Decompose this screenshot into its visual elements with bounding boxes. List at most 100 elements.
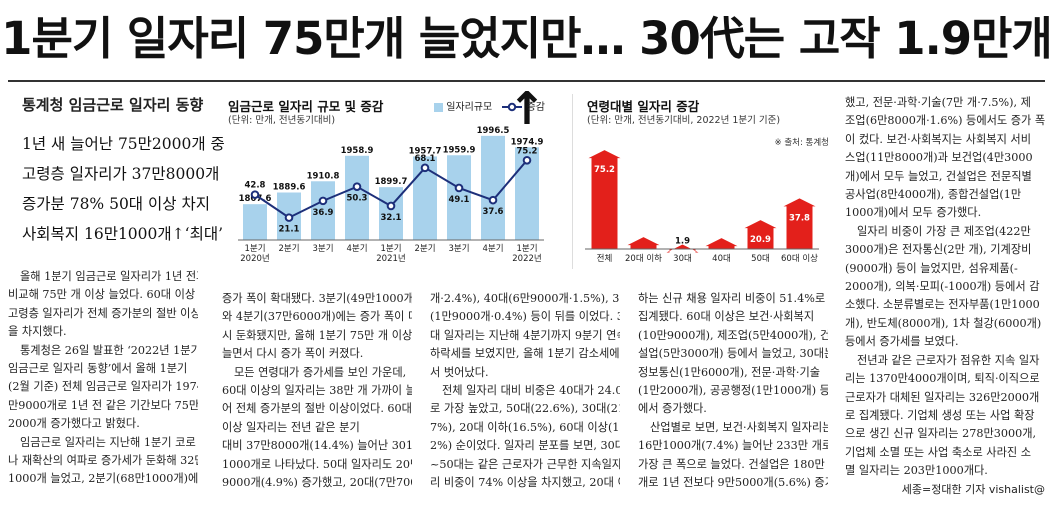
text-line: 늘면서 다시 증가 폭이 커졌다. xyxy=(222,347,364,361)
text-line: 임금근로 일자리는 지난해 1분기 코로 xyxy=(20,435,196,449)
text-line: 와 4분기(37만6000개)에는 증가 폭이 다 xyxy=(222,310,412,324)
text-line: 로 집계됐다. 기업체 생성 또는 사업 확장 xyxy=(845,408,1035,422)
text-line: 전년과 같은 근로자가 점유한 지속 일자 xyxy=(857,353,1040,367)
text-line: 을 차지했다. xyxy=(8,325,67,339)
text-line: 개·2.4%), 40대(6만9000개·1.5%), 30대 xyxy=(430,292,620,305)
paragraph: 하는 신규 채용 일자리 비중이 51.4%로 집계됐다. 60대 이상은 보건… xyxy=(638,290,828,419)
legend-line-label: 증감 xyxy=(526,102,545,113)
text-line: 9000개(4.9%) 증가했고, 20대(7만7000 xyxy=(222,476,412,490)
line-point xyxy=(250,190,260,199)
text-line: 이 컸다. 보건·사회복지는 사회복지 서비 xyxy=(845,132,1032,146)
line-value-label: 68.1 xyxy=(415,154,436,164)
text-line: 1000개 늘었고, 2분기(68만1000개)에는 xyxy=(8,472,198,486)
bar-jobs xyxy=(243,204,267,240)
x-tick-label: 2022년 xyxy=(512,253,541,264)
age-chart: 연령대별 일자리 증감 (단위: 만개, 전년동기대비, 2022년 1분기 기… xyxy=(585,94,835,269)
line-point xyxy=(352,182,362,191)
text-line: (10만9000개), 제조업(5만4000개), 건 xyxy=(638,328,828,342)
text-line: ~50대는 같은 근로자가 근무한 지속일자 xyxy=(430,457,620,471)
bar-value-label: 75.2 xyxy=(594,165,615,175)
x-tick-label: 3분기 xyxy=(312,244,333,254)
text-line: 통계청은 26일 발표한 ‘2022년 1분기 xyxy=(20,343,198,357)
line-value-label: 37.6 xyxy=(483,207,504,217)
jobs-chart-subtitle: (단위: 만개, 전년동기대비) xyxy=(228,115,336,126)
text-line: 전체 일자리 대비 비중은 40대가 24.0% xyxy=(442,384,620,398)
text-line: 로 가장 높았고, 50대(22.6%), 30대(21. xyxy=(430,402,620,416)
text-line: 증가 폭이 확대됐다. 3분기(49만1000개) xyxy=(222,292,412,305)
summary-lines: 1년 새 늘어난 75만2000개 중 고령층 일자리가 37만8000개 증가… xyxy=(22,129,225,249)
text-line: 기업체 소멸 또는 사업 축소로 사라진 소 xyxy=(845,445,1032,459)
summary-box: 통계청 임금근로 일자리 동향 1년 새 늘어난 75만2000개 중 고령층 … xyxy=(22,94,225,249)
line-value-label: 50.3 xyxy=(347,194,368,204)
bar-value-label: 1867.6 xyxy=(239,194,272,204)
line-value-label: 32.1 xyxy=(381,213,402,223)
text-line: (9000개) 등이 늘었지만, 섬유제품(- xyxy=(845,261,1018,275)
line-point xyxy=(522,155,532,165)
x-tick-label: 2020년 xyxy=(240,253,269,264)
bar-value-label: 7.7 xyxy=(636,252,651,262)
paragraph: 통계청은 26일 발표한 ‘2022년 1분기 임금근로 일자리 동향’에서 올… xyxy=(8,342,198,434)
bar-age xyxy=(588,150,621,249)
text-line: 시 둔화됐지만, 올해 1분기 75만 개 이상 xyxy=(222,328,412,342)
jobs-chart-title: 임금근로 일자리 규모 및 증감 xyxy=(228,99,384,114)
bar-value-label: 20.9 xyxy=(750,235,771,245)
bar-age xyxy=(744,220,777,249)
text-line: 모든 연령대가 증가세를 보인 가운데, xyxy=(234,365,407,379)
x-tick-label: 4분기 xyxy=(346,244,367,254)
legend-line-swatch xyxy=(502,102,523,112)
text-line: 서 벗어났다. xyxy=(430,365,489,379)
text-line: 대비 37만8000개(14.4%) 늘어난 301만 xyxy=(222,439,412,453)
x-tick-label: 전체 xyxy=(597,253,613,264)
paragraph: 일자리 비중이 가장 큰 제조업(422만 3000개)은 전자통신(2만 개)… xyxy=(845,223,1045,352)
paragraph: 모든 연령대가 증가세를 보인 가운데, 60대 이상의 일자리는 38만 개 … xyxy=(222,364,412,493)
summary-line: 고령층 일자리가 37만8000개 xyxy=(22,165,220,183)
text-line: 리 비중이 74% 이상을 차지했고, 20대 이 xyxy=(430,476,620,490)
line-point xyxy=(454,183,464,193)
text-line: 소했다. 소분류별로는 전자부품(1만1000 xyxy=(845,298,1040,312)
line-point xyxy=(284,213,294,222)
text-line: 비교해 75만 개 이상 늘었다. 60대 이상 xyxy=(8,288,196,302)
text-line: (1만9000개·0.4%) 등이 뒤를 이었다. 30 xyxy=(430,310,620,324)
text-line: 임금근로 일자리 동향’에서 올해 1분기 xyxy=(8,362,188,376)
text-line: 2%) 순이었다. 일자리 분포를 보면, 30대 xyxy=(430,439,620,453)
paragraph: 임금근로 일자리는 지난해 1분기 코로 나 재확산의 여파로 증가세가 둔화해… xyxy=(8,434,198,489)
text-line: 60대 이상의 일자리는 38만 개 가까이 늘 xyxy=(222,384,412,398)
bar-jobs xyxy=(311,181,335,240)
text-line: 올해 1분기 임금근로 일자리가 1년 전과 xyxy=(20,270,198,283)
chart-divider xyxy=(572,94,573,269)
text-line: 하락세를 보였지만, 올해 1분기 감소세에 xyxy=(430,347,620,361)
legend-bar-label: 일자리규모 xyxy=(446,102,493,113)
x-tick-label: 1분기 xyxy=(380,244,401,254)
text-line: 7%), 20대 이하(16.5%), 60대 이상(15. xyxy=(430,420,620,434)
x-tick-label: 2분기 xyxy=(414,244,435,254)
paragraph: 올해 1분기 임금근로 일자리가 1년 전과 비교해 75만 개 이상 늘었다.… xyxy=(8,268,198,342)
summary-line: 1년 새 늘어난 75만2000개 중 xyxy=(22,135,225,153)
x-tick-label: 50대 xyxy=(751,254,770,264)
line-value-label: 36.9 xyxy=(313,208,334,218)
byline: 세종=정대한 기자 vishalist@ xyxy=(901,482,1045,496)
text-line: 만9000개로 1년 전 같은 기간보다 75만 xyxy=(8,398,198,412)
jobs-chart-legend: 일자리규모 증감 xyxy=(434,98,545,113)
line-point xyxy=(386,201,396,211)
text-line: 산업별로 보면, 보건·사회복지 일자리는 xyxy=(650,420,828,434)
text-line: 집계됐다. 60대 이상은 보건·사회복지 xyxy=(638,310,815,324)
age-chart-title: 연령대별 일자리 증감 xyxy=(587,99,700,114)
x-tick-label: 60대 이상 xyxy=(781,253,818,264)
bar-value-label: 1958.9 xyxy=(341,146,374,156)
bar-age xyxy=(705,238,738,249)
line-point xyxy=(318,196,328,206)
article-column-3: 개·2.4%), 40대(6만9000개·1.5%), 30대 (1만9000개… xyxy=(430,290,620,492)
line-value-label: 75.2 xyxy=(517,146,538,156)
text-line: 개), 반도체(8000개), 1차 철강(6000개) xyxy=(845,316,1042,330)
text-line: (2월 기준) 전체 임금근로 일자리가 1974 xyxy=(8,380,198,394)
text-line: 조업(6만8000개·1.6%) 등에서도 증가 폭 xyxy=(845,114,1045,128)
bar-value-label: 1957.7 xyxy=(409,146,442,156)
article-column-4: 하는 신규 채용 일자리 비중이 51.4%로 집계됐다. 60대 이상은 보건… xyxy=(638,290,828,492)
age-chart-subtitle: (단위: 만개, 전년동기대비, 2022년 1분기 기준) xyxy=(587,115,781,126)
summary-line: 증가분 78% 50대 이상 차지 xyxy=(22,195,210,213)
text-line: 개)에서 모두 늘었고, 건설업은 전문직별 xyxy=(845,169,1032,183)
text-line: 대 일자리는 지난해 4분기까지 9분기 연속 xyxy=(430,328,620,342)
text-line: 가장 큰 폭으로 늘었다. 건설업은 180만 xyxy=(638,457,825,471)
text-line: 설업(5만3000개) 등에서 늘었고, 30대는 xyxy=(638,347,828,361)
text-line: 이상 일자리는 전년 같은 분기 xyxy=(222,420,360,434)
